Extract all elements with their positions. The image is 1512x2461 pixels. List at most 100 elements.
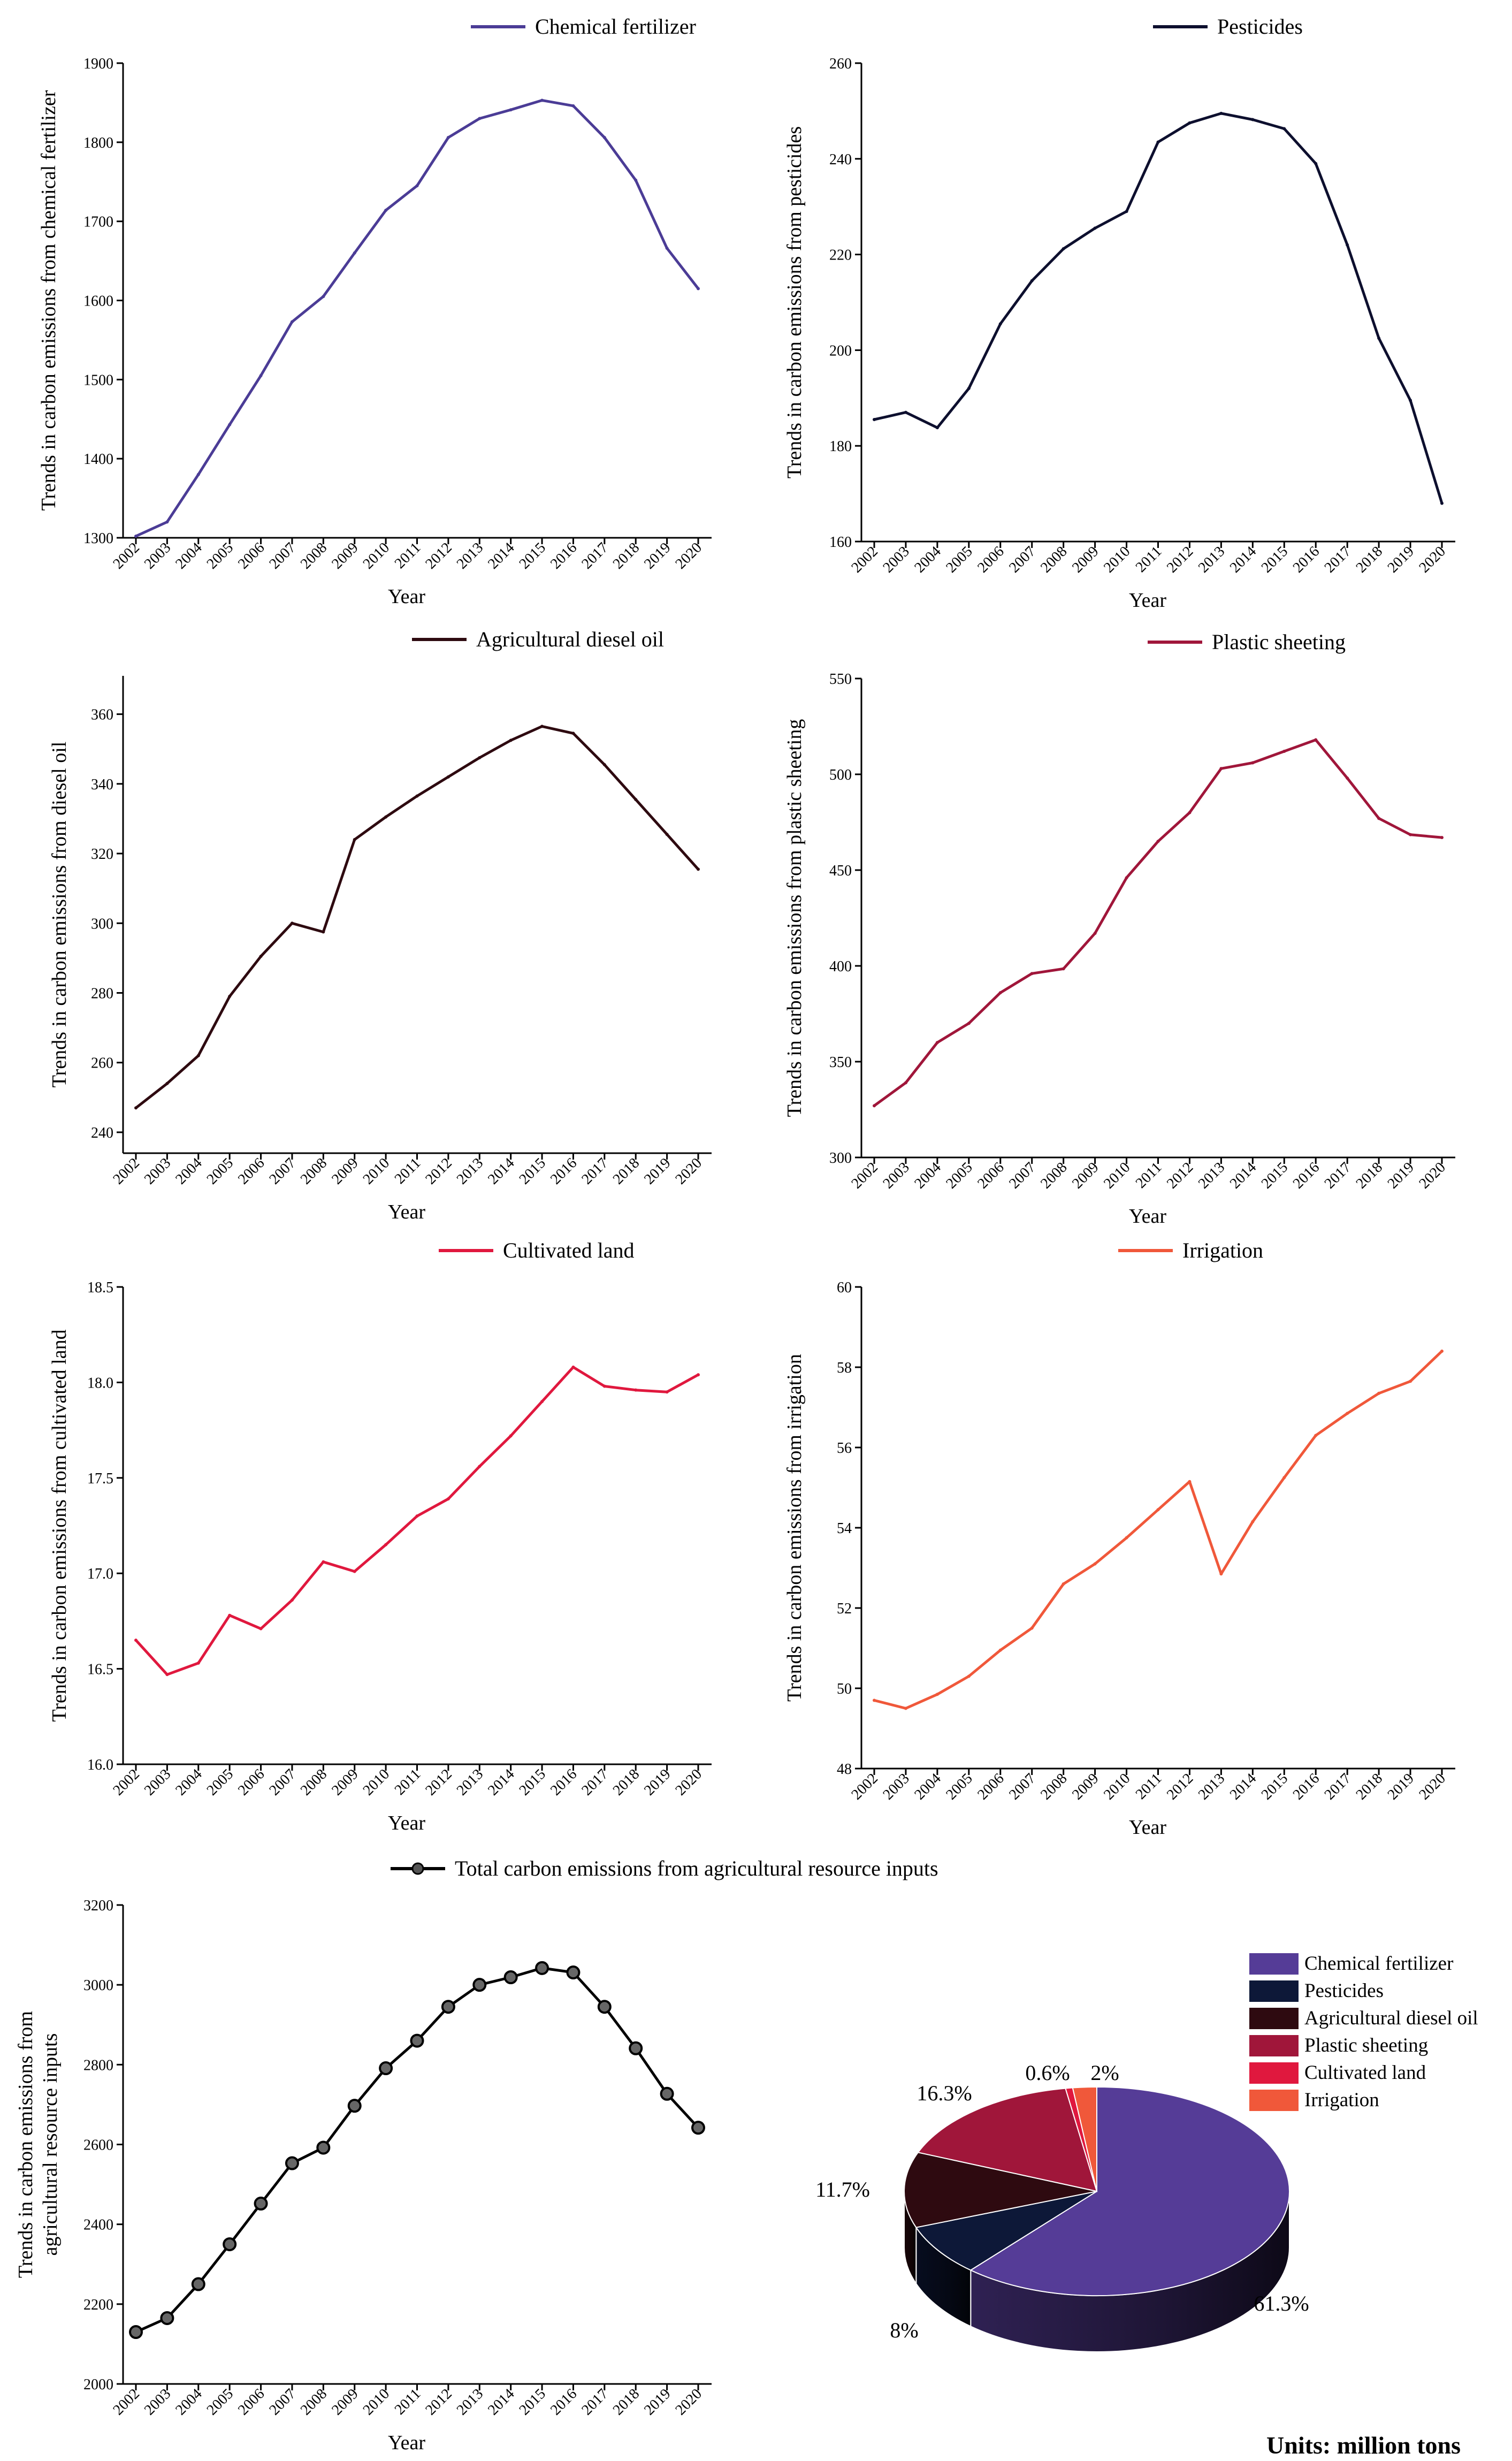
- x-tick-label: 2015: [1258, 1770, 1292, 1803]
- data-point: [1030, 972, 1034, 976]
- data-point: [665, 246, 669, 250]
- y-tick-label: 360: [91, 707, 113, 723]
- x-tick-label: 2006: [235, 1766, 268, 1799]
- x-tick-label: 2010: [360, 1155, 393, 1188]
- x-tick-label: 2003: [880, 543, 913, 576]
- x-tick-label: 2005: [204, 1766, 237, 1799]
- data-point: [1219, 1572, 1223, 1576]
- x-tick-label: 2007: [266, 1155, 299, 1188]
- data-point: [602, 1384, 606, 1388]
- x-tick-label: 2018: [610, 2386, 643, 2419]
- data-point: [228, 423, 232, 426]
- data-point: [998, 991, 1002, 995]
- y-tick-label: 1700: [83, 214, 113, 231]
- data-point: [967, 1674, 971, 1678]
- x-tick-label: 2010: [360, 1766, 393, 1799]
- data-point: [446, 775, 450, 779]
- x-tick-label: 2012: [422, 2386, 455, 2419]
- x-tick-label: 2012: [422, 1766, 455, 1799]
- y-tick-label: 52: [837, 1601, 852, 1617]
- legend-label: Irrigation: [1182, 1238, 1263, 1262]
- x-axis-title: Year: [388, 585, 425, 608]
- pie-legend-label: Chemical fertilizer: [1304, 1953, 1453, 1975]
- data-point: [1377, 337, 1381, 340]
- data-point: [196, 1661, 200, 1665]
- data-point: [322, 1560, 325, 1564]
- y-tick-label: 2600: [83, 2137, 113, 2154]
- data-point: [1219, 111, 1223, 115]
- x-tick-label: 2020: [672, 1155, 705, 1188]
- data-point: [478, 117, 482, 120]
- x-tick-label: 2018: [1353, 543, 1386, 576]
- series-line-irrigation: [874, 1350, 1443, 1710]
- series-line-plastic-sheeting: [873, 738, 1442, 1107]
- x-tick-label: 2008: [1037, 1770, 1071, 1803]
- x-tick-label: 2013: [454, 1155, 487, 1188]
- data-point: [697, 867, 700, 871]
- pie-legend-swatch-pesticides: [1249, 1980, 1299, 2002]
- y-axis-title: agricultural resource inputs: [39, 2033, 62, 2256]
- y-tick-label: 1600: [83, 293, 113, 310]
- y-tick-label: 240: [91, 1125, 113, 1141]
- data-point: [1346, 243, 1349, 247]
- data-point: [634, 178, 638, 182]
- x-tick-label: 2015: [516, 2386, 549, 2419]
- units-note: Units: million tons: [1266, 2432, 1461, 2459]
- legend-label: Agricultural diesel oil: [476, 627, 664, 651]
- x-tick-label: 2020: [1416, 543, 1449, 576]
- x-tick-label: 2013: [1195, 543, 1228, 576]
- x-tick-label: 2020: [1416, 1159, 1449, 1192]
- x-tick-label: 2005: [943, 543, 976, 576]
- data-point: [165, 1673, 169, 1677]
- data-point: [1062, 1582, 1065, 1586]
- data-point: [998, 1648, 1002, 1652]
- x-tick-label: 2015: [516, 539, 549, 573]
- pie-slice-irrigation: [1072, 2086, 1097, 2192]
- series-line-pesticides: [874, 112, 1444, 504]
- data-point: [1282, 750, 1286, 753]
- chart-panel-plastic-sheeting: 3003504004505005502002200320042005200620…: [783, 630, 1455, 1228]
- x-tick-label: 2008: [297, 539, 331, 573]
- x-tick-label: 2013: [454, 539, 487, 573]
- data-point: [597, 2000, 612, 2014]
- pie-slice-agricultural-diesel-oil: [904, 2152, 1097, 2228]
- x-tick-label: 2012: [422, 1155, 455, 1188]
- data-point: [634, 798, 638, 802]
- x-tick-label: 2018: [1353, 1159, 1386, 1192]
- data-point: [384, 1543, 388, 1546]
- data-point: [540, 725, 544, 728]
- data-point: [1409, 1380, 1412, 1383]
- x-tick-label: 2003: [141, 1766, 174, 1799]
- data-point: [509, 738, 513, 742]
- data-point: [1030, 279, 1034, 283]
- x-tick-label: 2008: [297, 1766, 331, 1799]
- data-point: [602, 135, 606, 139]
- chart-panel-chemical-fertilizer: 1300 1400 1500 1600 1700 1800 1900 200220032004…: [37, 14, 712, 608]
- data-point: [1251, 118, 1255, 121]
- y-tick-label: 200: [829, 342, 852, 359]
- data-point: [935, 1693, 939, 1696]
- x-tick-label: 2013: [1195, 1159, 1228, 1192]
- x-tick-label: 2004: [911, 543, 944, 576]
- y-tick-label: 320: [91, 846, 113, 863]
- x-tick-label: 2017: [578, 539, 612, 573]
- x-tick-label: 2006: [235, 2386, 268, 2419]
- data-point: [1314, 1434, 1318, 1437]
- y-tick-label: 56: [837, 1440, 852, 1457]
- x-tick-label: 2004: [911, 1159, 944, 1192]
- data-point: [509, 108, 513, 112]
- data-point: [478, 756, 482, 760]
- series-line-total-carbon-emissions-from-agricultural-resource-inputs: [135, 1967, 699, 2334]
- data-point: [1188, 811, 1192, 814]
- x-tick-label: 2007: [1006, 1159, 1039, 1192]
- y-tick-label: 16.0: [87, 1757, 113, 1773]
- legend-label: Cultivated land: [503, 1238, 635, 1262]
- data-point: [384, 815, 388, 819]
- data-point: [254, 2196, 268, 2211]
- x-tick-label: 2010: [1101, 1770, 1134, 1803]
- legend-label: Chemical fertilizer: [535, 14, 696, 39]
- data-point: [478, 1465, 482, 1468]
- pie-percent-label: 0.6%: [1025, 2061, 1070, 2085]
- data-point: [1156, 1508, 1160, 1512]
- y-tick-label: 2400: [83, 2217, 113, 2234]
